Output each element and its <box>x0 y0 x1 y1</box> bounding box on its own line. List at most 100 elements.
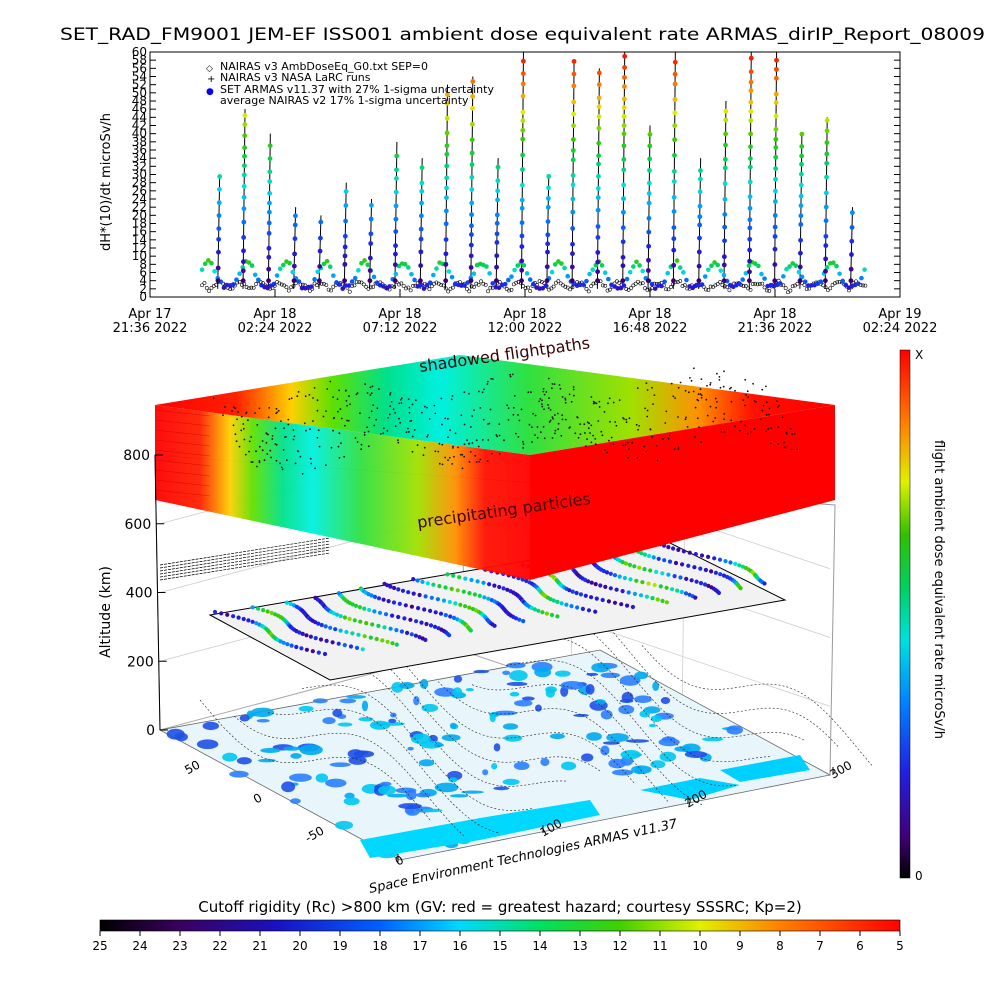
particle-dot <box>637 428 639 431</box>
orbit-track-point <box>666 545 671 550</box>
orbit-track-point <box>354 645 360 651</box>
slab-layer-line <box>154 469 211 477</box>
nairas-point <box>347 289 352 294</box>
particle-dot <box>248 440 251 443</box>
particle-dot <box>665 410 668 413</box>
orbit-track-point <box>738 586 743 591</box>
orbit-track-point <box>241 616 246 622</box>
rc-tick-label: 17 <box>412 939 427 953</box>
orbit-track-point <box>423 637 428 643</box>
armas-point <box>246 260 252 265</box>
land-patch <box>222 752 238 762</box>
nairas-point <box>765 288 769 293</box>
armas-spike-point <box>342 261 348 267</box>
particle-dot <box>434 450 437 453</box>
armas-spike-point <box>595 259 601 265</box>
particle-dot <box>583 423 586 426</box>
particle-dot <box>586 438 588 440</box>
land-patch <box>441 734 461 742</box>
armas-point <box>387 284 392 289</box>
armas-spike-point <box>342 253 348 259</box>
orbit-track-point <box>300 631 305 637</box>
armas-point <box>421 286 427 291</box>
particle-dot <box>674 397 676 399</box>
armas-spike-point <box>519 267 525 273</box>
x-tick-label: Apr 18 <box>378 307 421 322</box>
particle-dot <box>509 373 511 376</box>
y-tick-label: 60 <box>132 45 147 59</box>
armas-spike-point <box>773 75 779 81</box>
armas-point <box>715 262 721 268</box>
particle-dot <box>453 455 455 458</box>
armas-point <box>359 260 364 266</box>
orbit-track-point <box>424 621 429 627</box>
orbit-track-point <box>386 599 391 604</box>
orbit-track-point <box>667 559 673 564</box>
orbit-track-point <box>569 604 574 609</box>
armas-spike-point <box>418 278 423 284</box>
y-tick-label: 52 <box>132 78 147 92</box>
armas-spike-point <box>773 91 779 97</box>
particle-dot <box>487 439 490 441</box>
armas-spike-point <box>799 144 805 149</box>
particle-dot <box>326 388 329 390</box>
particle-dot <box>579 423 581 425</box>
particle-dot <box>684 418 687 421</box>
armas-spike-point <box>369 202 374 208</box>
nairas-point <box>586 289 591 294</box>
orbit-track-point <box>383 612 389 617</box>
land-patch <box>521 696 535 701</box>
particle-dot <box>356 392 359 394</box>
armas-spike-point <box>774 57 779 63</box>
armas-spike-point <box>620 239 626 245</box>
armas-spike-point <box>647 143 653 149</box>
armas-point <box>434 266 439 271</box>
rc-tick-label: 11 <box>652 939 667 953</box>
armas-spike-point <box>571 83 577 89</box>
rc-tick-label: 19 <box>332 939 347 953</box>
orbit-track-point <box>650 596 655 601</box>
land-patch <box>196 739 219 750</box>
spike-line <box>546 174 550 289</box>
particle-dot <box>235 440 238 443</box>
nairas-point <box>214 282 219 287</box>
armas-spike-point <box>520 81 526 87</box>
particle-dot <box>250 436 253 438</box>
altitude-tick-label: 0 <box>146 723 155 739</box>
land-mask <box>166 661 810 859</box>
orbit-track-point <box>353 603 359 608</box>
orbit-track-point <box>411 591 416 596</box>
orbit-track-point <box>402 616 407 621</box>
armas-spike-point <box>571 99 577 105</box>
particle-dot <box>512 406 515 409</box>
particle-dot <box>346 419 348 422</box>
armas-spike-point <box>747 164 753 170</box>
particle-dot <box>389 392 392 394</box>
land-patch <box>174 732 188 742</box>
armas-spike-point <box>367 255 373 261</box>
nairas-point <box>603 283 608 288</box>
particle-dot <box>744 424 746 427</box>
rc-tick-label: 20 <box>292 939 307 953</box>
orbit-track-point <box>672 574 677 579</box>
orbit-track-point <box>369 593 374 598</box>
armas-spike-point <box>671 179 677 184</box>
particle-dot <box>451 395 454 397</box>
particle-dot <box>653 394 656 396</box>
particle-dot <box>603 411 606 413</box>
orbit-track-point <box>382 625 387 630</box>
particle-dot <box>407 398 410 401</box>
legend-label: average NAIRAS v2 17% 1-sigma uncertaint… <box>220 94 469 107</box>
land-patch <box>298 705 314 712</box>
armas-spike-point <box>748 88 754 94</box>
armas-spike-point <box>267 143 273 149</box>
orbit-track-point <box>699 553 705 558</box>
armas-point <box>709 263 714 269</box>
particle-dot <box>293 435 296 438</box>
armas-spike-point <box>241 219 247 225</box>
armas-spike-point <box>798 237 803 243</box>
orbit-track-point <box>285 642 290 647</box>
particle-dot <box>755 401 757 403</box>
particle-dot <box>240 415 243 418</box>
armas-spike-point <box>621 167 627 173</box>
